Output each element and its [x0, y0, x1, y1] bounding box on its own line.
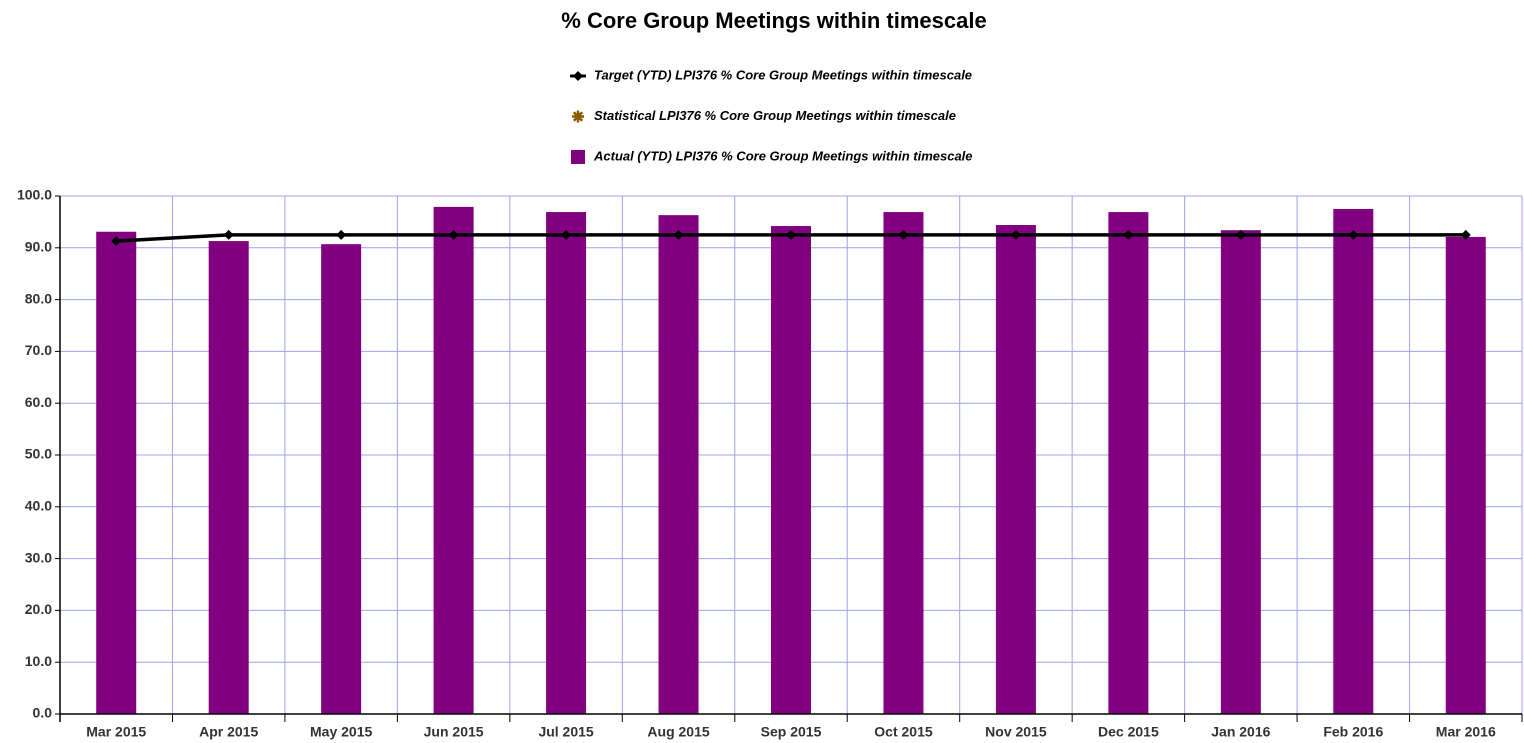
y-tick-label: 0.0 — [33, 705, 53, 721]
bar — [208, 241, 249, 715]
legend-label: Actual (YTD) LPI376 % Core Group Meeting… — [593, 148, 973, 163]
y-tick-label: 40.0 — [25, 498, 52, 514]
x-tick-label: Nov 2015 — [985, 724, 1047, 740]
legend-item: Statistical LPI376 % Core Group Meetings… — [572, 108, 956, 123]
y-tick-label: 50.0 — [25, 446, 52, 462]
diamond-marker — [1348, 229, 1359, 240]
bar — [433, 206, 474, 715]
bar — [883, 212, 924, 715]
legend-item: Target (YTD) LPI376 % Core Group Meeting… — [570, 67, 972, 82]
bar — [658, 215, 699, 714]
diamond-marker — [561, 229, 572, 240]
x-tick-label: Mar 2016 — [1436, 724, 1496, 740]
diamond-marker — [1460, 229, 1471, 240]
marks — [96, 206, 1486, 715]
bar — [771, 226, 811, 714]
diamond-marker — [898, 229, 909, 240]
bar — [96, 231, 137, 714]
x-tick-label: Aug 2015 — [647, 724, 709, 740]
bar — [1108, 212, 1149, 715]
x-tick-label: Dec 2015 — [1098, 724, 1159, 740]
x-tick-label: Oct 2015 — [874, 724, 933, 740]
y-tick-label: 100.0 — [17, 187, 52, 203]
bar — [546, 212, 587, 715]
legend-item: Actual (YTD) LPI376 % Core Group Meeting… — [571, 148, 973, 164]
diamond-marker — [448, 229, 459, 240]
diamond-marker — [1123, 229, 1134, 240]
x-tick-label: May 2015 — [310, 724, 372, 740]
diamond-marker — [573, 71, 583, 81]
bar — [995, 225, 1036, 714]
y-tick-label: 80.0 — [25, 290, 52, 306]
diamond-marker — [1235, 229, 1246, 240]
diamond-marker — [111, 236, 122, 247]
y-tick-label: 70.0 — [25, 342, 52, 358]
legend-label: Target (YTD) LPI376 % Core Group Meeting… — [594, 67, 972, 82]
bar — [1333, 208, 1374, 714]
diamond-marker — [336, 229, 347, 240]
y-tick-label: 20.0 — [25, 601, 52, 617]
y-tick-label: 10.0 — [25, 653, 52, 669]
y-tick-label: 60.0 — [25, 394, 52, 410]
diamond-marker — [1010, 229, 1021, 240]
axes: 0.0 10.0 20.0 30.0 40.0 50.0 60.0 70.0 80.0 90.0 1… — [17, 187, 1523, 740]
diamond-marker — [786, 229, 796, 240]
star-marker — [572, 110, 584, 123]
x-tick-label: Mar 2015 — [86, 724, 146, 740]
bar — [321, 244, 362, 714]
diamond-marker — [223, 229, 234, 240]
y-tick-label: 30.0 — [25, 549, 52, 565]
x-tick-label: Jan 2016 — [1211, 724, 1270, 740]
x-tick-label: Feb 2016 — [1323, 724, 1383, 740]
diamond-marker — [673, 229, 684, 240]
x-tick-label: Jun 2015 — [424, 724, 484, 740]
y-tick-label: 90.0 — [25, 239, 52, 255]
legend-label: Statistical LPI376 % Core Group Meetings… — [594, 108, 956, 123]
chart-title: % Core Group Meetings within timescale — [561, 8, 986, 33]
x-tick-label: Apr 2015 — [199, 724, 258, 740]
bar — [1220, 230, 1261, 715]
bar — [1445, 236, 1486, 714]
square-marker — [571, 150, 585, 164]
x-tick-label: Jul 2015 — [538, 724, 593, 740]
x-tick-label: Sep 2015 — [761, 724, 822, 740]
